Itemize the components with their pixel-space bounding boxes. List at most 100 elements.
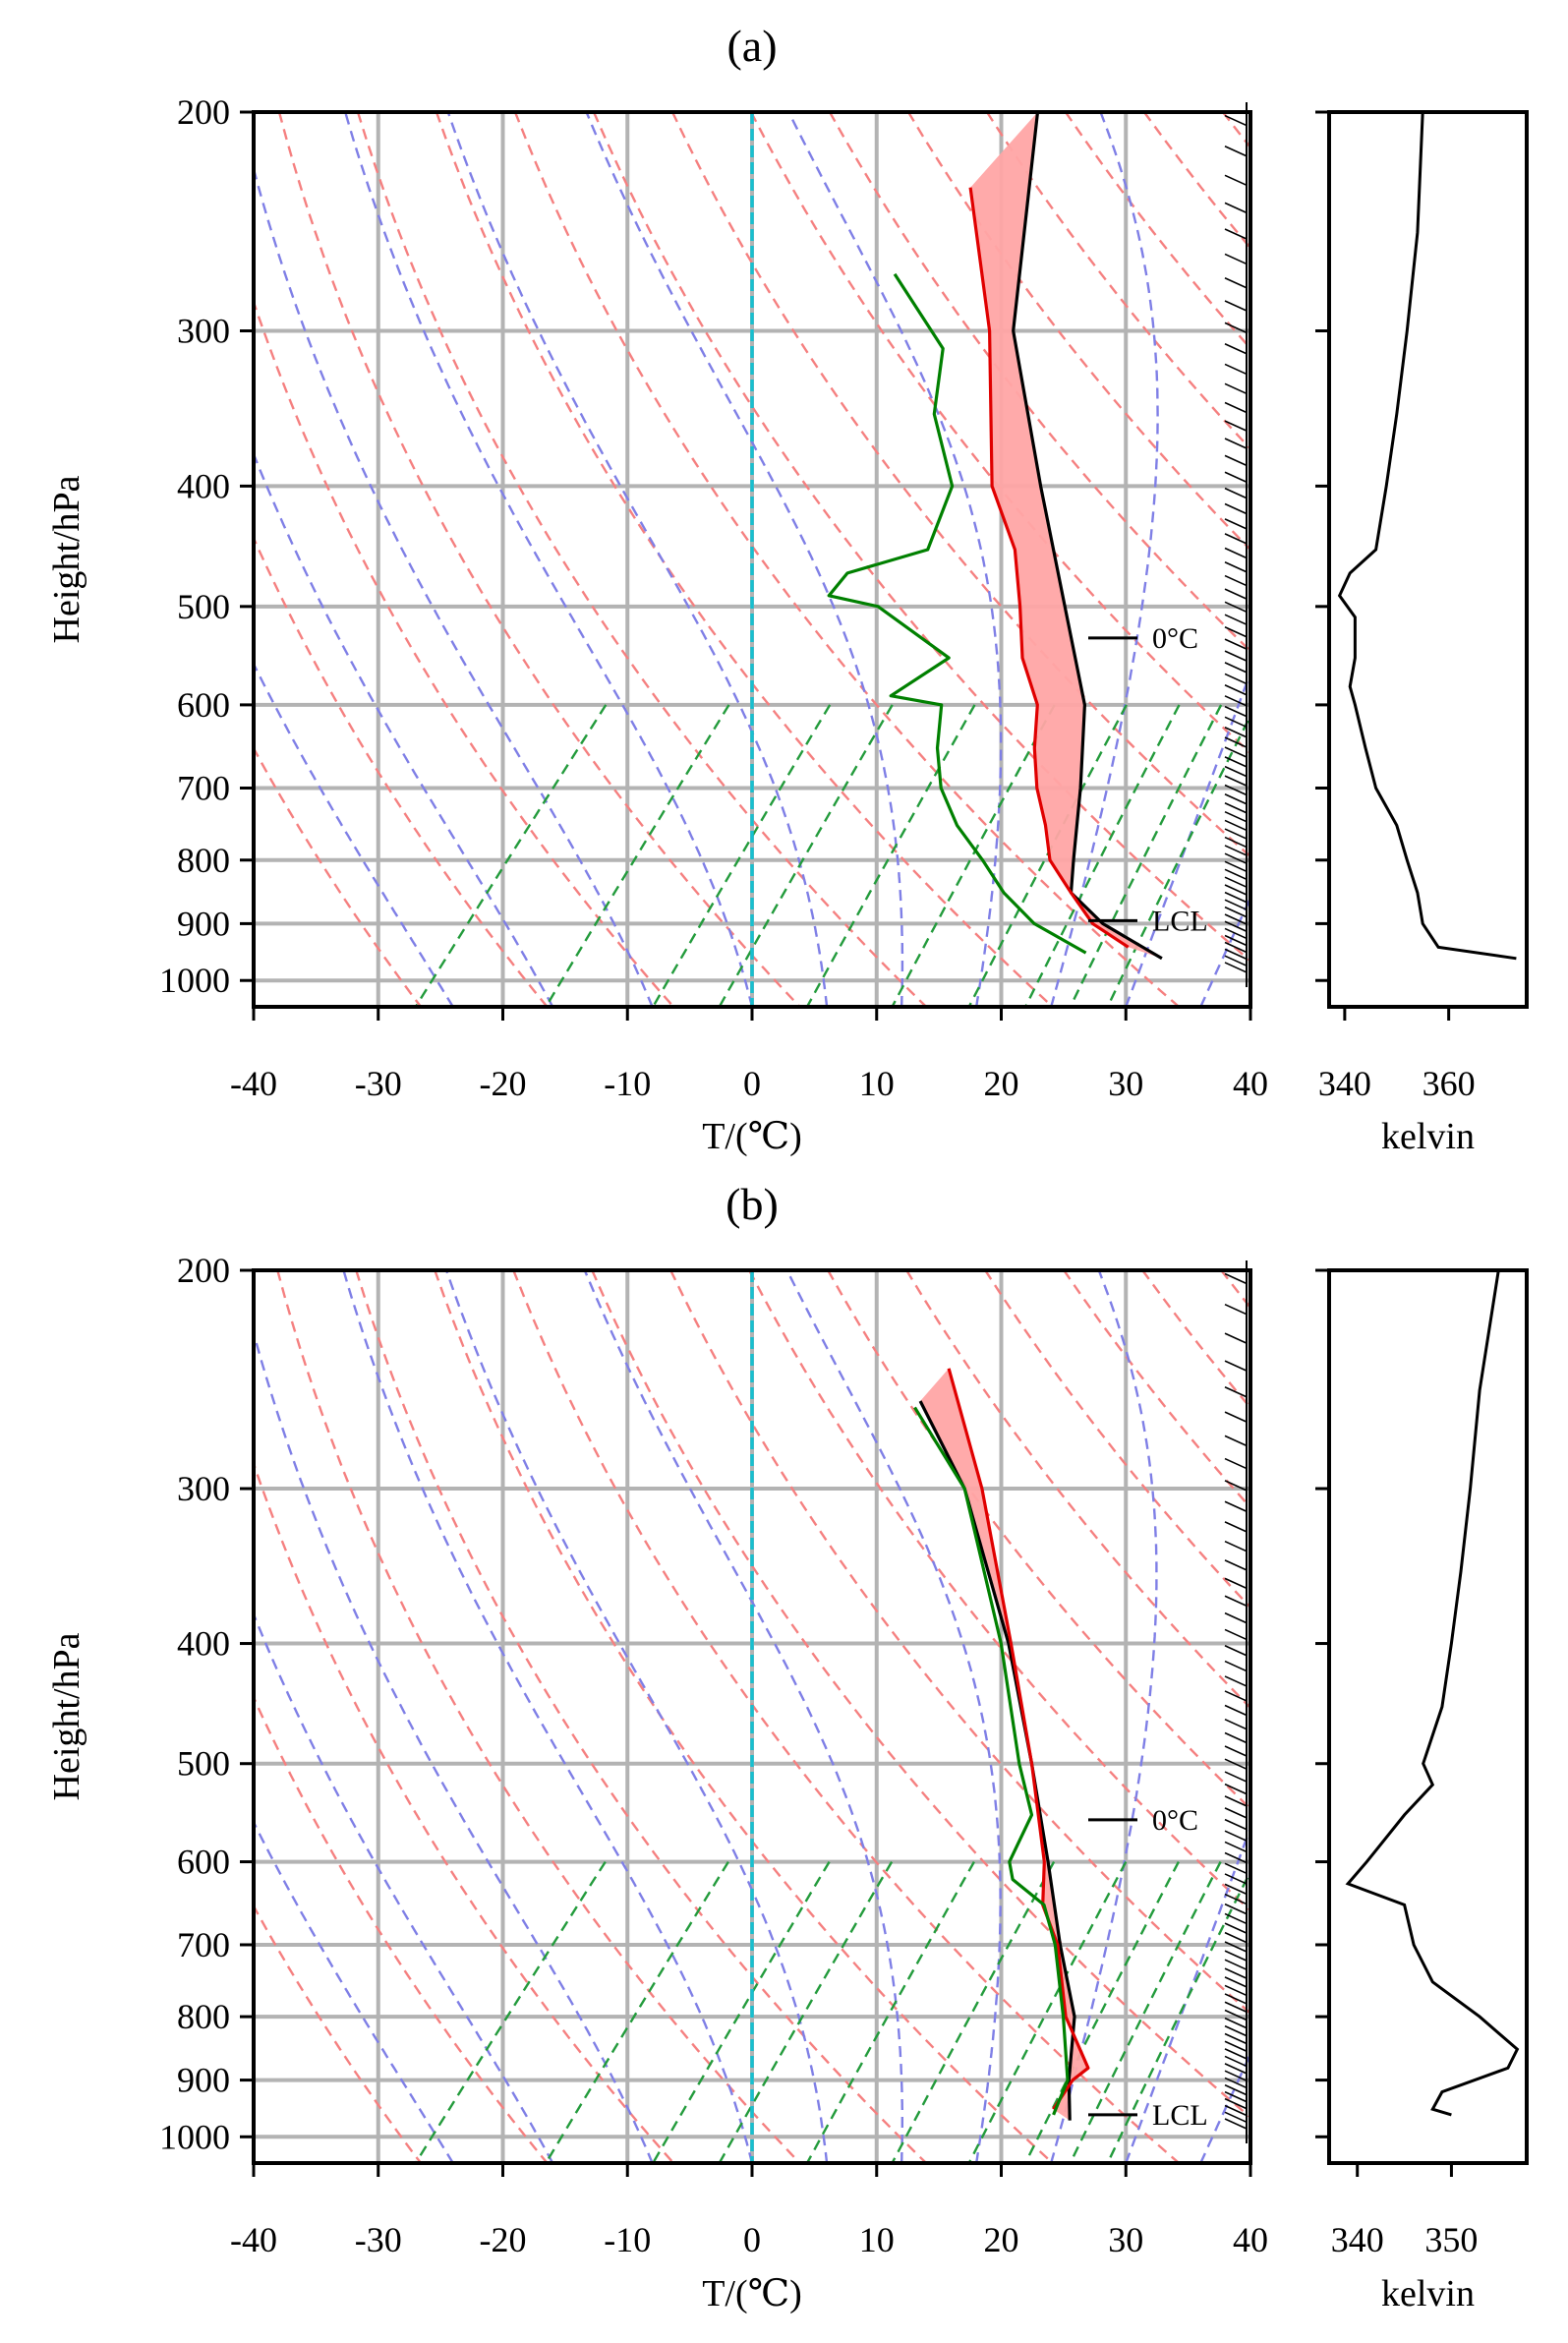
panel-b: (b) -40 -30 -20 -10 0 10 20 30 40 T/(℃) 200 300 400 50… [46,1179,1568,2314]
wind-barb [1224,810,1248,823]
wind-barb [1224,852,1248,864]
mixing-ratio-line [545,1860,729,2163]
wind-barb [1224,1704,1248,1717]
wind-barb [1224,588,1248,600]
dry-adiabat [355,1270,928,2163]
wind-barb [1224,518,1248,530]
dry-adiabat [1142,112,1250,251]
moist-adiabat [254,1611,554,2163]
dry-adiabat [254,298,675,1007]
wind-barb [1224,1385,1248,1398]
wind-barb [1224,253,1248,265]
wind-barb [1224,927,1248,940]
wind-barb [1224,1873,1248,1885]
y-tick-label: 1000 [159,2117,230,2156]
x-tick-label: 40 [1233,1064,1268,1103]
wind-barb [1224,343,1248,355]
wind-barb [1224,438,1248,449]
wind-barb [1224,1500,1248,1512]
wind-barb [1224,2063,1248,2075]
y-axis-label: Height/hPa [46,1632,87,1800]
theta-e-profile [1345,1269,1520,2117]
mixing-ratio-line [414,1860,607,2163]
mixing-ratio-line [1024,1861,1180,2163]
y-tick-label: 800 [177,1997,230,2036]
wind-barb [1224,1577,1248,1590]
wind-barb [1224,146,1248,157]
mixing-ratio-line [967,704,1128,1007]
moist-adiabat [785,1270,1002,2163]
wind-barb [1224,1950,1248,1962]
wind-barb [1224,941,1248,954]
dry-adiabat [254,535,549,1007]
moist-adiabat [1050,112,1159,1007]
wind-barb [1224,1521,1248,1533]
wind-barb [1224,650,1248,662]
side-x-tick-label: 360 [1423,1064,1476,1103]
dry-adiabat [1064,112,1250,351]
parcel-profile-line [918,1400,1076,2121]
wind-barb [1224,2104,1248,2117]
x-tick-label: -40 [230,2220,277,2259]
mixing-ratio-line [1106,1868,1250,2163]
dry-adiabat [748,1270,1250,1912]
y-axis-label: Height/hPa [46,475,87,643]
wind-barb [1224,382,1248,395]
wind-barb [1224,673,1248,685]
dry-adiabat [254,745,423,1007]
chart-title: (a) [726,21,777,71]
wind-barb [1224,1645,1248,1657]
dry-adiabat [1457,1270,1568,2163]
y-tick-label: 500 [177,587,230,626]
wind-barb [1224,1967,1248,1979]
side-panel-frame [1327,110,1529,1009]
wind-barb [1224,401,1248,414]
wind-barb [1224,860,1248,873]
dry-adiabat [1220,1270,1250,1310]
wind-barb [1224,765,1248,778]
y-tick-label: 500 [177,1744,230,1784]
dry-adiabat [512,1270,1180,2163]
dry-adiabat [828,112,1250,653]
x-tick-label: -20 [480,1064,527,1103]
side-panel-label: kelvin [1381,1116,1475,1157]
dry-adiabat [434,1270,1054,2163]
wind-barb [1224,2111,1248,2124]
wind-barb [1224,1718,1248,1730]
wind-barb [1224,560,1248,573]
mixing-ratio-line [718,1860,894,2163]
wind-barb [1224,277,1248,289]
wind-barb [1224,2024,1248,2037]
x-tick-label: -10 [604,2220,651,2259]
wind-barb [1224,2070,1248,2081]
y-tick-label: 900 [177,904,230,943]
wind-barb [1224,1931,1248,1944]
wind-barb [1224,2001,1248,2014]
moist-adiabat [254,450,554,1007]
dry-adiabat [356,112,928,1007]
y-tick-label: 400 [177,1624,230,1664]
y-tick-label: 300 [177,1469,230,1508]
dry-adiabat [1380,112,1568,1007]
wind-barb [1224,1675,1248,1687]
zero-level-label: 0°C [1152,1804,1198,1837]
y-tick-label: 200 [177,1251,230,1290]
wind-barb [1224,1941,1248,1953]
wind-barb [1224,891,1248,904]
wind-barb [1224,1976,1248,1988]
wind-barb [1224,174,1248,187]
wind-barb [1224,1841,1248,1853]
dry-adiabat [749,112,1250,755]
wind-barb [1224,1559,1248,1571]
moist-adiabat [585,112,904,1007]
wind-barb [1224,1745,1248,1757]
plot-area [254,1270,1568,2163]
dry-adiabat [1141,1270,1250,1410]
y-tick-label: 700 [177,1925,230,1964]
wind-barb [1224,114,1248,127]
wind-barb [1224,1830,1248,1842]
lcl-label: LCL [1152,2099,1208,2132]
wind-barb [1224,574,1248,587]
wind-barb [1224,1411,1248,1423]
